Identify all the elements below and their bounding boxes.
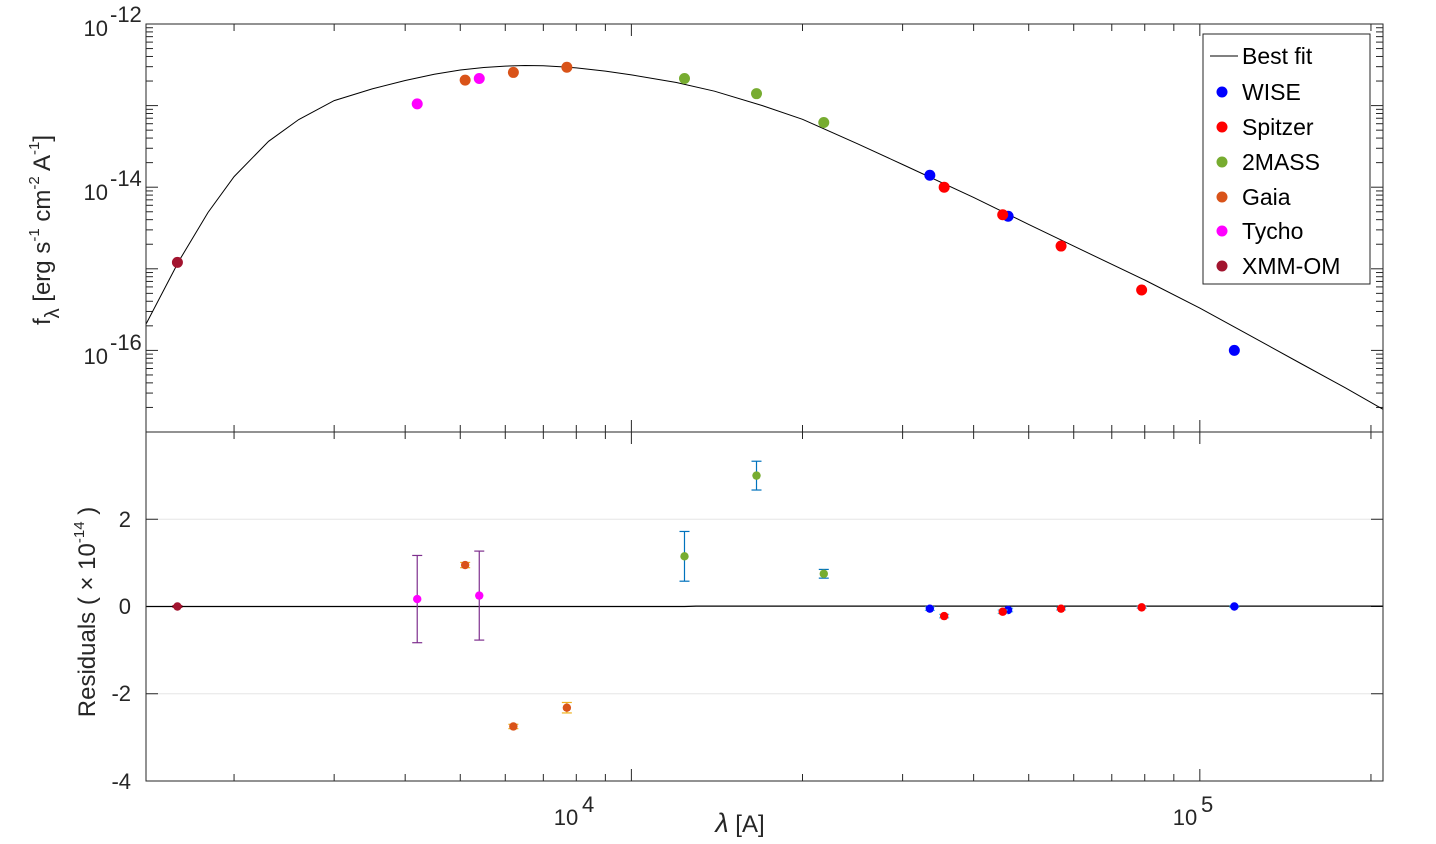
sed-point-gaia [459, 74, 471, 86]
y-tick-label-1e-14: 10 [84, 180, 108, 205]
legend-swatch-wise [1216, 86, 1228, 98]
sed-point-spitzer [938, 181, 950, 193]
legend-swatch-xmm-om [1216, 260, 1228, 272]
sed-ticks [146, 24, 1383, 433]
legend-swatch-gaia [1216, 191, 1228, 203]
best-fit-layer [145, 64, 1384, 410]
legend-box [1202, 33, 1371, 285]
residuals-panel: 2 0 -2 -4 Residuals ( × 10-14 ) 10 4 10 … [71, 431, 1384, 838]
residual-point-spitzer [998, 607, 1007, 616]
sed-point-spitzer [1136, 284, 1148, 296]
residual-point-gaia [460, 560, 470, 570]
sed-panel: 10 -12 10 -14 10 -16 fλ [erg s-1 cm-2 A-… [26, 2, 1384, 433]
sed-plot-area [146, 24, 1383, 432]
sed-point-2mass [818, 117, 830, 129]
sed-point-spitzer [997, 209, 1009, 221]
legend-swatch-spitzer [1216, 121, 1228, 133]
legend-label-tycho: Tycho [1242, 218, 1303, 244]
sed-points-layer [171, 61, 1240, 356]
res-y-tick-label-neg2: -2 [111, 681, 131, 706]
y-tick-exp-1e-12: -12 [110, 2, 142, 27]
sed-point-2mass [751, 88, 763, 100]
legend-label-best-fit: Best fit [1242, 43, 1313, 69]
legend-label-spitzer: Spitzer [1242, 114, 1314, 140]
residual-point-gaia [509, 722, 518, 731]
x-tick-exp-1e5: 5 [1201, 792, 1213, 817]
x-tick-exp-1e4: 4 [582, 792, 594, 817]
residual-point-2mass [752, 471, 761, 480]
legend-swatch-2mass [1216, 156, 1228, 168]
sed-point-spitzer [1055, 240, 1067, 252]
y-tick-label-1e-16: 10 [84, 344, 108, 369]
sed-point-gaia [507, 66, 519, 78]
sed-y-axis-label: fλ [erg s-1 cm-2 A-1] [26, 135, 64, 325]
residual-point-tycho [475, 591, 484, 600]
residuals-points-layer [172, 460, 1240, 731]
sed-point-wise [924, 169, 936, 181]
sed-point-2mass [678, 72, 690, 84]
residual-point-2mass [819, 569, 828, 578]
residual-point-spitzer [1056, 604, 1066, 613]
sed-point-gaia [561, 61, 573, 73]
x-axis-label: λ [A] [713, 808, 764, 838]
residuals-y-axis-label: Residuals ( × 10-14 ) [71, 507, 101, 717]
res-y-tick-label-neg4: -4 [111, 769, 131, 794]
residuals-ticks [146, 432, 1383, 782]
residuals-grid [146, 518, 1383, 695]
residual-point-wise [1230, 602, 1239, 611]
residuals-axes-box [145, 431, 1384, 782]
sed-point-tycho [411, 98, 423, 110]
legend-label-gaia: Gaia [1242, 184, 1291, 210]
y-tick-label-1e-12: 10 [84, 16, 108, 41]
best-fit-curve [145, 64, 1384, 410]
residual-point-spitzer [1137, 603, 1146, 612]
sed-point-tycho [473, 72, 485, 84]
legend-label-wise: WISE [1242, 79, 1301, 105]
legend-label-2mass: 2MASS [1242, 149, 1320, 175]
legend: Best fit WISE Spitzer 2MASS Gaia Tycho X… [1202, 33, 1371, 285]
residual-point-gaia [562, 703, 572, 712]
residual-point-tycho [413, 594, 422, 604]
res-y-tick-label-0: 0 [119, 594, 131, 619]
residual-point-spitzer [939, 611, 949, 621]
legend-swatch-tycho [1216, 225, 1228, 237]
residual-point-2mass [680, 552, 689, 561]
y-tick-exp-1e-16: -16 [110, 330, 142, 355]
res-y-tick-label-2: 2 [119, 507, 131, 532]
sed-point-xmm-om [171, 256, 183, 268]
x-tick-label-1e4: 10 [554, 805, 578, 830]
residual-point-xmm-om [173, 602, 182, 611]
x-tick-label-1e5: 10 [1173, 805, 1197, 830]
y-tick-exp-1e-14: -14 [110, 166, 142, 191]
sed-point-wise [1228, 344, 1240, 356]
residual-point-wise [925, 604, 935, 613]
legend-label-xmm-om: XMM-OM [1242, 253, 1340, 279]
